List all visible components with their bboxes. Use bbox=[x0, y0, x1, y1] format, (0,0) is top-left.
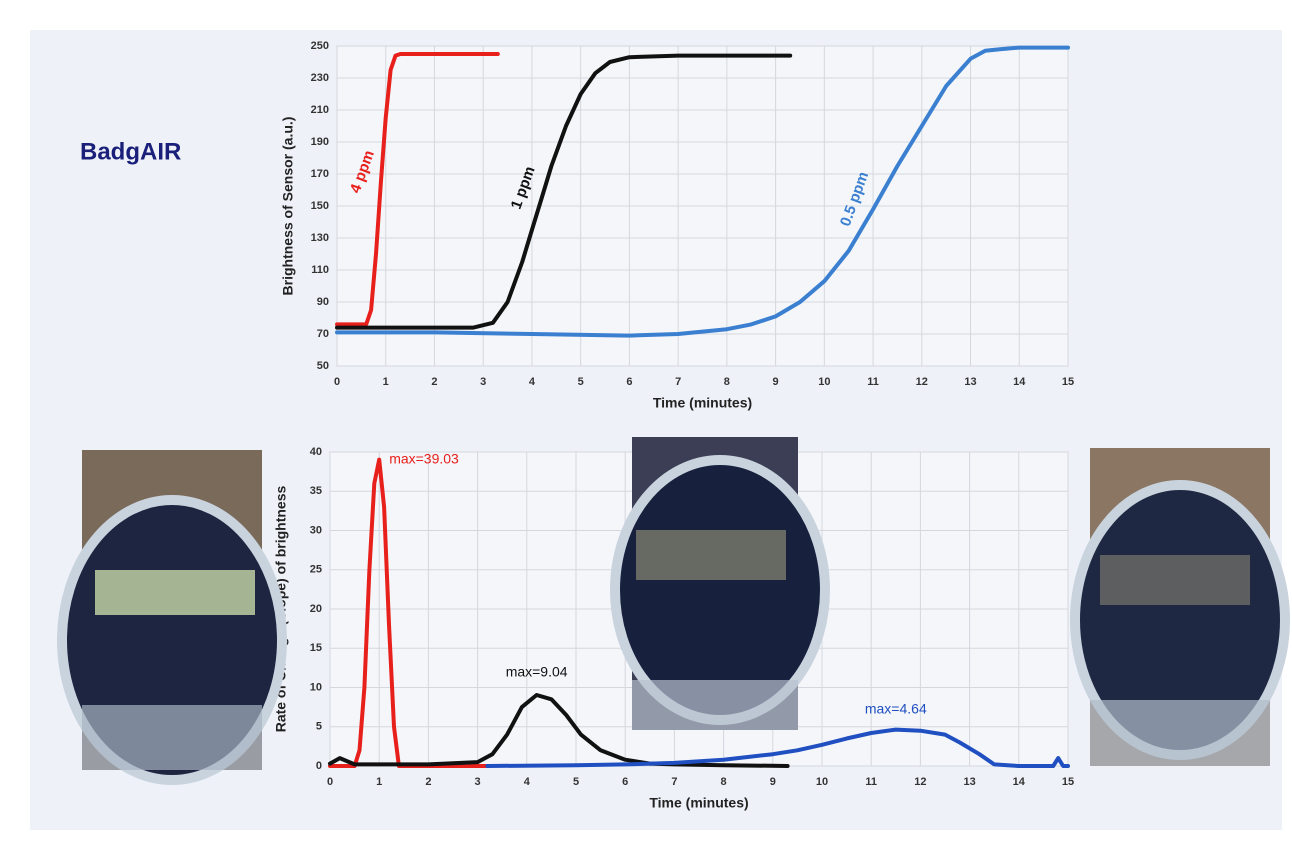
x-tick-label: 14 bbox=[1013, 376, 1026, 388]
y-tick-label: 250 bbox=[311, 40, 329, 52]
y-tick-label: 130 bbox=[311, 232, 329, 244]
x-axis-label: Time (minutes) bbox=[649, 795, 748, 811]
y-tick-label: 90 bbox=[317, 296, 329, 308]
x-tick-label: 8 bbox=[721, 776, 727, 788]
y-tick-label: 110 bbox=[311, 264, 329, 276]
annotation: max=39.03 bbox=[389, 450, 459, 466]
x-tick-label: 1 bbox=[376, 776, 382, 788]
x-tick-label: 12 bbox=[916, 376, 928, 388]
y-tick-label: 25 bbox=[310, 564, 322, 576]
y-tick-label: 150 bbox=[311, 200, 329, 212]
x-tick-label: 10 bbox=[818, 376, 830, 388]
y-tick-label: 5 bbox=[316, 721, 322, 733]
x-tick-label: 11 bbox=[867, 376, 879, 388]
y-tick-label: 170 bbox=[311, 168, 329, 180]
y-tick-label: 35 bbox=[310, 485, 322, 497]
y-tick-label: 230 bbox=[311, 72, 329, 84]
x-tick-label: 6 bbox=[622, 776, 628, 788]
x-tick-label: 2 bbox=[431, 376, 437, 388]
x-tick-label: 3 bbox=[480, 376, 486, 388]
photo-right bbox=[1075, 448, 1285, 766]
y-tick-label: 30 bbox=[310, 524, 322, 536]
photo-left bbox=[62, 450, 282, 780]
slide-title: BadgAIR bbox=[80, 138, 181, 165]
x-tick-label: 9 bbox=[770, 776, 776, 788]
x-tick-label: 9 bbox=[773, 376, 779, 388]
x-tick-label: 15 bbox=[1062, 776, 1074, 788]
x-tick-label: 13 bbox=[964, 376, 976, 388]
y-tick-label: 10 bbox=[310, 681, 322, 693]
y-axis-label: Brightness of Sensor (a.u.) bbox=[280, 117, 296, 296]
x-tick-label: 13 bbox=[963, 776, 975, 788]
x-tick-label: 1 bbox=[383, 376, 389, 388]
y-tick-label: 70 bbox=[317, 328, 329, 340]
x-tick-label: 7 bbox=[671, 776, 677, 788]
annotation: max=9.04 bbox=[506, 664, 568, 680]
annotation: max=4.64 bbox=[865, 700, 927, 716]
x-axis-label: Time (minutes) bbox=[653, 395, 752, 411]
x-tick-label: 6 bbox=[626, 376, 632, 388]
x-tick-label: 8 bbox=[724, 376, 730, 388]
x-tick-label: 7 bbox=[675, 376, 681, 388]
y-tick-label: 210 bbox=[311, 104, 329, 116]
x-tick-label: 5 bbox=[578, 376, 584, 388]
x-tick-label: 0 bbox=[334, 376, 340, 388]
y-tick-label: 0 bbox=[316, 760, 322, 772]
x-tick-label: 3 bbox=[475, 776, 481, 788]
y-tick-label: 50 bbox=[317, 360, 329, 372]
x-tick-label: 0 bbox=[327, 776, 333, 788]
y-tick-label: 20 bbox=[310, 603, 322, 615]
x-tick-label: 10 bbox=[816, 776, 828, 788]
x-tick-label: 5 bbox=[573, 776, 579, 788]
x-tick-label: 14 bbox=[1013, 776, 1026, 788]
x-tick-label: 15 bbox=[1062, 376, 1074, 388]
y-tick-label: 15 bbox=[310, 642, 322, 654]
x-tick-label: 12 bbox=[914, 776, 926, 788]
photo-middle bbox=[615, 437, 825, 730]
y-tick-label: 190 bbox=[311, 136, 329, 148]
y-tick-label: 40 bbox=[310, 446, 322, 458]
x-tick-label: 4 bbox=[529, 376, 536, 388]
x-tick-label: 11 bbox=[865, 776, 877, 788]
x-tick-label: 4 bbox=[524, 776, 531, 788]
page: BadgAIR 50709011013015017019021023025001… bbox=[0, 0, 1292, 842]
slide: BadgAIR 50709011013015017019021023025001… bbox=[0, 0, 1292, 837]
x-tick-label: 2 bbox=[425, 776, 431, 788]
